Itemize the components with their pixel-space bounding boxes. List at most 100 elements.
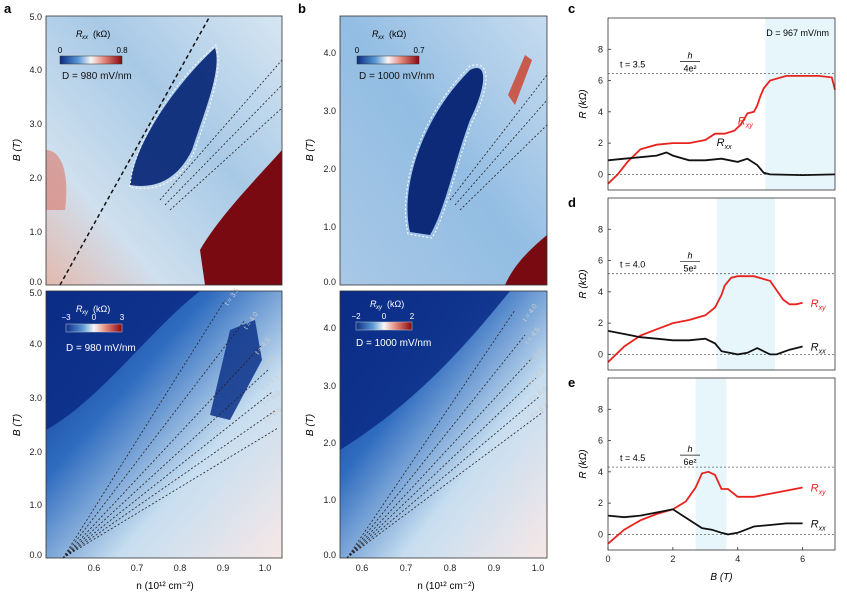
colorbar-mid: 0	[382, 312, 387, 321]
plot-frame	[339, 290, 548, 559]
x-tick-label: 6	[800, 554, 805, 564]
colorbar-min: −3	[61, 313, 71, 322]
y-tick-label: 2	[598, 138, 603, 148]
series-label-rxy-sub: xy	[818, 305, 827, 312]
colorbar	[356, 55, 420, 65]
colorbar-max: 3	[120, 313, 125, 322]
series-label-rxy-main: R	[738, 116, 746, 128]
annotation-d-field: D = 980 mV/nm	[66, 343, 136, 354]
quantum-numerator: h	[687, 51, 692, 61]
y-tick-label: 0	[598, 349, 603, 359]
low-rxx-region	[407, 68, 484, 235]
fan-guide-1	[159, 59, 283, 201]
axes-b-bottom: B (T) 0.0 1.0 2.0 3.0 4.0 0.6 0.7 0.8 0.…	[305, 323, 544, 592]
series-line-rxy	[607, 275, 803, 363]
dark-rxy-region	[340, 291, 510, 450]
y-axis-label: R (kΩ)	[578, 269, 589, 298]
colorbar-label-rxx-main: R	[372, 29, 379, 39]
fan-line	[346, 357, 533, 559]
x-tick-label: 0.9	[217, 563, 230, 573]
y-tick-label: 0.0	[323, 550, 336, 560]
axes-a-bottom: B (T) 0.0 1.0 2.0 3.0 4.0 5.0 0.6 0.7 0.…	[12, 288, 271, 592]
series-line-rxy	[607, 75, 836, 185]
annotation-d-field: D = 967 mV/nm	[766, 28, 829, 38]
x-tick-label: 1.0	[259, 563, 272, 573]
fan-lines-a	[62, 299, 279, 559]
colorbar	[59, 55, 123, 65]
colorbar-a-top: R xx (kΩ) 0 0.8 D = 980 mV/nm	[58, 29, 132, 82]
high-rxx-left-region	[46, 150, 67, 210]
high-rxx-streak	[508, 55, 532, 105]
low-rxx-boundary	[405, 64, 487, 239]
x-tick-label: 4	[735, 554, 740, 564]
colorbar-unit: (kΩ)	[93, 304, 110, 314]
colorbar	[355, 321, 413, 331]
quantum-denominator: 4e²	[683, 64, 696, 74]
annotation-d-field: D = 1000 mV/nm	[359, 71, 434, 82]
x-axis-label: B (T)	[710, 572, 732, 583]
y-axis-label: R (kΩ)	[578, 89, 589, 118]
fan-line	[62, 344, 263, 559]
y-tick-label: 4	[598, 287, 603, 297]
panel-letter-e: e	[568, 375, 575, 390]
series-line-rxx	[607, 151, 836, 177]
y-axis-label: B (T)	[305, 139, 316, 161]
x-tick-label: 1.0	[532, 563, 545, 573]
y-tick-label: 1.0	[323, 495, 336, 505]
high-rxy-stripes	[210, 320, 262, 420]
colorbar-label-rxy-main: R	[76, 304, 83, 314]
y-tick-label: 8	[598, 224, 603, 234]
heatmap-a-top	[45, 15, 283, 286]
y-tick-label: 5.0	[29, 12, 42, 22]
annotation-d-field: D = 980 mV/nm	[62, 71, 132, 82]
y-tick-label: 2.0	[323, 164, 336, 174]
y-tick-label: 4.0	[29, 65, 42, 75]
fan-line	[346, 395, 541, 559]
series-label-rxy-sub: xy	[818, 489, 827, 496]
y-tick-label: 4.0	[323, 323, 336, 333]
y-axis-label: R (kΩ)	[578, 449, 589, 478]
y-tick-label: 8	[598, 404, 603, 414]
fan-line	[62, 319, 246, 559]
x-tick-label: 0.8	[444, 563, 457, 573]
plot-frame	[607, 197, 836, 371]
colorbar-label-rxx-sub: xx	[377, 35, 385, 41]
y-tick-label: 6	[598, 436, 603, 446]
quantum-numerator: h	[687, 444, 692, 454]
quantum-denominator: 6e²	[683, 457, 696, 467]
y-tick-label: 4.0	[323, 48, 336, 58]
y-tick-label: 6	[598, 256, 603, 266]
y-tick-label: 1.0	[29, 500, 42, 510]
high-rxx-region	[200, 150, 282, 285]
t-label: t = 4.5	[620, 453, 645, 463]
high-rxx-region	[505, 235, 547, 285]
colorbar-max: 0.8	[116, 46, 128, 55]
colorbar-min: −2	[351, 312, 361, 321]
x-tick-label: 0.6	[356, 563, 369, 573]
y-tick-label: 0.0	[29, 277, 42, 287]
panel-letter-c: c	[568, 1, 575, 16]
colorbar-mid: 0	[92, 313, 97, 322]
y-axis-b-top: B (T) 0.0 1.0 2.0 3.0 4.0	[305, 48, 336, 287]
plateau-shade	[695, 378, 727, 550]
y-tick-label: 0.0	[29, 550, 42, 560]
heatmap-a-bottom: t = 3.5 t = 4.0 t = 4.5 t = 5.0 t = 5.5 …	[45, 287, 283, 559]
y-axis-a-top: B (T) 0.0 1.0 2.0 3.0 4.0 5.0	[12, 12, 42, 287]
colorbar-label-rxy-main: R	[370, 299, 377, 309]
fan-line-dashed	[59, 15, 211, 286]
colorbar-b-top: R xx (kΩ) 0 0.7 D = 1000 mV/nm	[355, 29, 435, 82]
y-tick-label: 0	[598, 169, 603, 179]
series-line-rxx	[607, 508, 803, 536]
y-tick-label: 2.0	[29, 173, 42, 183]
x-tick-label: 2	[670, 554, 675, 564]
y-tick-label: 1.0	[323, 222, 336, 232]
y-tick-label: 8	[598, 44, 603, 54]
x-tick-label: 0.9	[488, 563, 501, 573]
y-tick-label: 2.0	[323, 438, 336, 448]
series-label-rxy-main: R	[811, 298, 819, 310]
colorbar	[65, 323, 123, 333]
y-axis-label: B (T)	[12, 139, 23, 161]
y-tick-label: 3.0	[29, 119, 42, 129]
